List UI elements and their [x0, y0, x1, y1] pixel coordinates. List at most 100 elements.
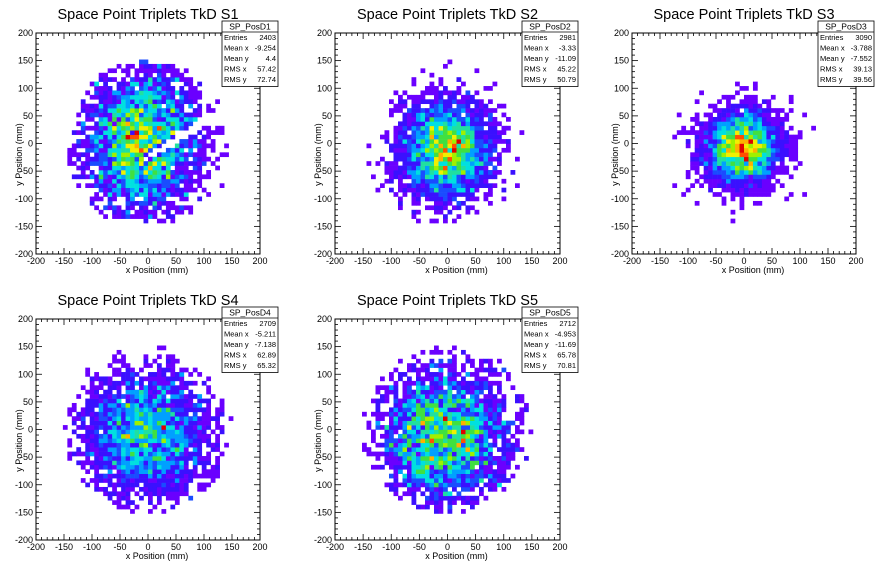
heatmap-bin	[721, 196, 727, 202]
heatmap-bin	[447, 178, 453, 184]
heatmap-bin	[411, 77, 417, 82]
heatmap-bin	[116, 433, 122, 439]
heatmap-bin	[219, 402, 225, 408]
heatmap-bin	[479, 156, 484, 162]
heatmap-bin	[739, 196, 745, 202]
heatmap-bin	[483, 152, 489, 158]
heatmap-bin	[488, 486, 493, 492]
heatmap-bin	[206, 103, 212, 109]
heatmap-bin	[744, 170, 749, 175]
heatmap-bin	[461, 183, 466, 188]
heatmap-bin	[735, 112, 740, 118]
heatmap-bin	[219, 398, 225, 404]
heatmap-bin	[690, 161, 696, 166]
heatmap-bin	[161, 108, 167, 113]
heatmap-bin	[94, 108, 100, 113]
heatmap-bin	[752, 94, 758, 100]
heatmap-bin	[452, 447, 457, 452]
heatmap-bin	[456, 156, 462, 162]
heatmap-bin	[201, 433, 207, 439]
heatmap-bin	[681, 130, 687, 135]
heatmap-bin	[470, 178, 475, 184]
heatmap-bin	[411, 103, 417, 109]
heatmap-bin	[411, 447, 417, 452]
heatmap-bin	[456, 425, 462, 430]
heatmap-bin	[779, 134, 785, 140]
heatmap-bin	[443, 469, 448, 474]
heatmap-bin	[103, 152, 108, 158]
heatmap-bin	[165, 425, 171, 430]
heatmap-bin	[192, 411, 198, 417]
heatmap-bin	[717, 99, 722, 105]
heatmap-bin	[389, 464, 394, 470]
heatmap-bin	[447, 473, 453, 479]
heatmap-bin	[479, 460, 484, 466]
heatmap-bin	[112, 442, 117, 448]
heatmap-bin	[192, 99, 198, 105]
heatmap-bin	[107, 473, 113, 479]
heatmap-bin	[130, 77, 135, 82]
heatmap-bin	[170, 407, 176, 413]
heatmap-bin	[85, 116, 91, 122]
heatmap-bin	[170, 442, 176, 448]
heatmap-bin	[152, 99, 158, 105]
heatmap-bin	[685, 143, 691, 149]
heatmap-bin	[398, 416, 403, 421]
heatmap-bin	[183, 156, 189, 162]
heatmap-bin	[197, 451, 203, 457]
heatmap-bin	[116, 90, 122, 96]
heatmap-bin	[465, 380, 471, 386]
heatmap-bin	[681, 125, 687, 131]
stats-box-name: SP_PosD1	[229, 22, 271, 32]
heatmap-bin	[501, 147, 507, 153]
heatmap-bin	[429, 433, 435, 439]
heatmap-bin	[139, 90, 144, 96]
heatmap-bin	[443, 438, 448, 444]
x-tick-label: -150	[55, 256, 73, 266]
heatmap-bin	[201, 486, 207, 492]
heatmap-bin	[757, 192, 763, 197]
heatmap-bin	[429, 425, 435, 430]
heatmap-bin	[134, 165, 140, 171]
heatmap-bin	[393, 165, 399, 171]
heatmap-bin	[456, 385, 462, 391]
heatmap-bin	[165, 68, 171, 74]
heatmap-bin	[447, 429, 453, 435]
heatmap-bin	[465, 125, 471, 131]
heatmap-bin	[474, 407, 480, 413]
heatmap-bin	[438, 372, 444, 377]
heatmap-bin	[447, 398, 453, 404]
heatmap-bin	[107, 438, 113, 444]
heatmap-bin	[416, 473, 421, 479]
heatmap-bin	[143, 402, 149, 408]
heatmap-bin	[116, 469, 122, 474]
heatmap-bin	[76, 156, 82, 162]
heatmap-bin	[452, 442, 457, 448]
heatmap-bin	[161, 86, 167, 91]
stats-row-label: Mean x	[524, 44, 549, 53]
heatmap-bin	[474, 68, 480, 74]
heatmap-bin	[130, 380, 135, 386]
heatmap-bin	[402, 90, 408, 96]
heatmap-bin	[456, 116, 462, 122]
heatmap-bin	[721, 108, 727, 113]
heatmap-bin	[443, 460, 448, 466]
heatmap-bin	[429, 407, 435, 413]
heatmap-bin	[121, 139, 126, 144]
heatmap-bin	[766, 192, 772, 197]
heatmap-bin	[156, 116, 162, 122]
heatmap-bin	[215, 442, 220, 448]
heatmap-bin	[130, 121, 135, 127]
heatmap-bin	[739, 112, 745, 118]
heatmap-bin	[416, 178, 421, 184]
heatmap-bin	[726, 183, 731, 188]
heatmap-bin	[456, 152, 462, 158]
heatmap-bin	[416, 420, 421, 426]
heatmap-bin	[739, 134, 745, 140]
heatmap-bin	[708, 147, 713, 153]
heatmap-bin	[470, 429, 475, 435]
heatmap-bin	[515, 398, 520, 404]
heatmap-bin	[165, 121, 171, 127]
heatmap-bin	[420, 139, 426, 144]
heatmap-bin	[407, 376, 412, 382]
